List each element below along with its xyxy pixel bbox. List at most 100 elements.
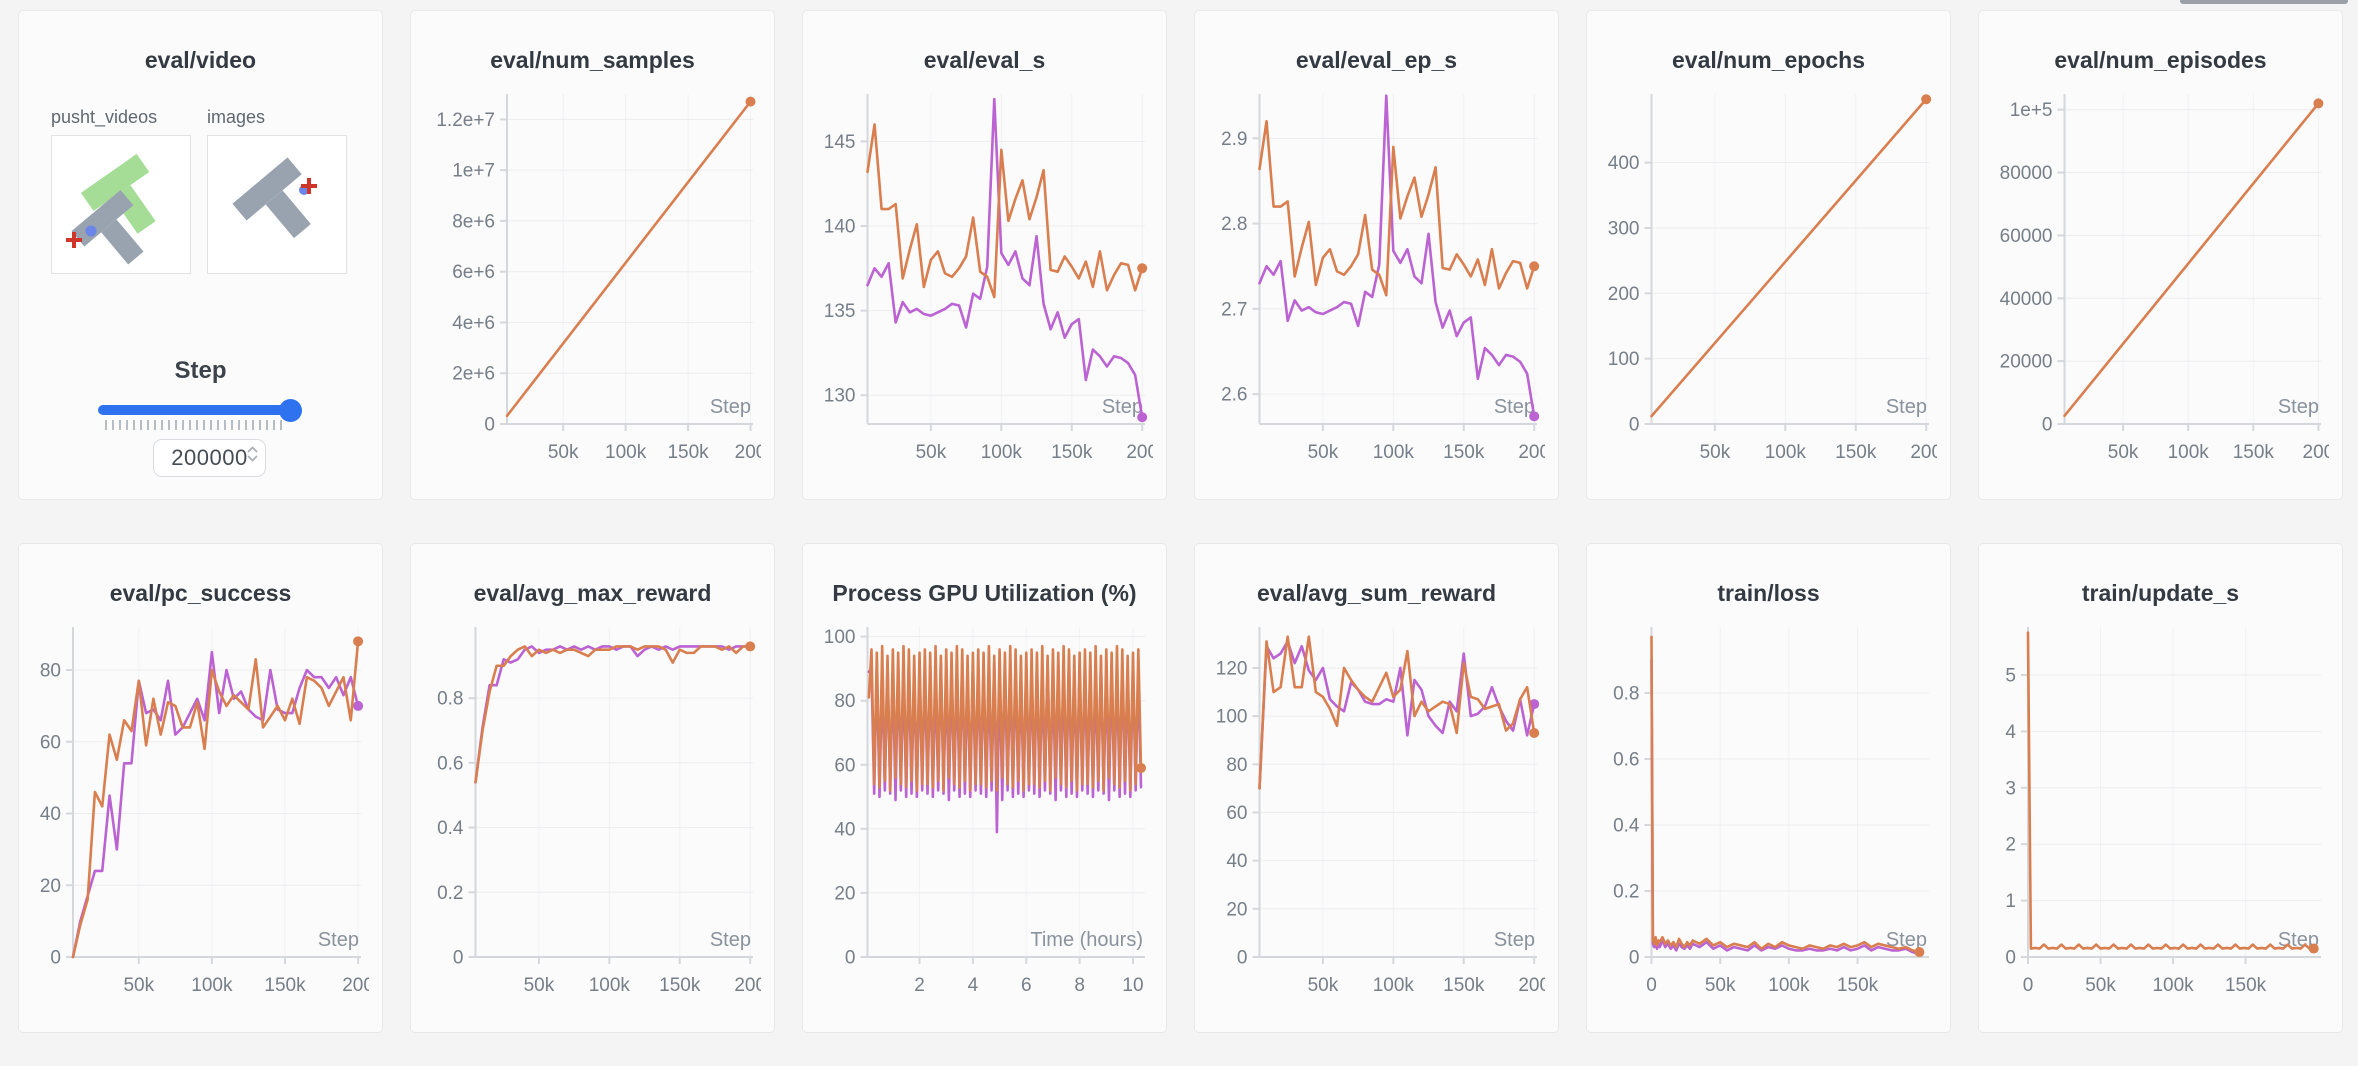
step-input[interactable]: 200000 xyxy=(153,439,266,477)
media-panel-title: eval/video xyxy=(144,47,257,73)
y-tick-label: 40000 xyxy=(2000,289,2053,310)
y-tick-label: 0 xyxy=(1237,948,1248,969)
pusht-videos-thumbnail[interactable] xyxy=(51,135,191,274)
y-tick-label: 0.8 xyxy=(437,689,463,710)
y-tick-label: 140 xyxy=(824,217,856,238)
chart-title: eval/eval_s xyxy=(923,47,1046,73)
horizontal-scrollbar-thumb[interactable] xyxy=(2180,0,2348,4)
x-tick-label: 100k xyxy=(1373,442,1415,463)
y-tick-label: 80 xyxy=(40,661,61,682)
series-line-orange xyxy=(866,123,1144,299)
images-thumbnail[interactable] xyxy=(207,135,347,274)
chart-eval-num-samples[interactable]: 0 2e+6 4e+6 6e+6 8e+6 1e+7 1.2e+7 50k 100k 150k 20… xyxy=(424,84,761,480)
y-tick-label: 6e+6 xyxy=(452,262,495,283)
y-tick-label: 1e+7 xyxy=(452,161,495,182)
series-end-dot-orange xyxy=(2308,943,2319,954)
x-tick-label: 50k xyxy=(548,442,579,463)
chart-process-gpu-utilization[interactable]: 0 20 40 60 80 100 2 4 6 8 10 Time (hours) xyxy=(816,617,1153,1013)
stepper-down-icon[interactable] xyxy=(247,455,258,462)
y-tick-label: 130 xyxy=(824,386,856,407)
target-cross-icon xyxy=(301,178,317,194)
panel-process-gpu-utilization[interactable]: Process GPU Utilization (%) 0 20 40 60 80 100 2… xyxy=(802,543,1167,1033)
chart-eval-num-episodes[interactable]: 0 20000 40000 60000 80000 1e+5 50k 100k 150k 200 S… xyxy=(1992,84,2329,480)
series-line-orange xyxy=(1650,635,1921,954)
panel-eval-eval-ep-s[interactable]: eval/eval_ep_s 2.6 2.7 2.8 2.9 50k 100k 150k 200… xyxy=(1194,10,1559,500)
step-slider-track[interactable] xyxy=(98,405,301,415)
panel-eval-avg-sum-reward[interactable]: eval/avg_sum_reward 0 20 40 60 80 100 120 50k 100… xyxy=(1194,543,1559,1033)
y-tick-label: 0 xyxy=(50,948,61,969)
step-input-value: 200000 xyxy=(171,445,248,470)
x-tick-label: 150k xyxy=(667,442,709,463)
series-end-dot-purple xyxy=(1137,412,1148,423)
chart-train-loss[interactable]: 0 0.2 0.4 0.6 0.8 0 50k 100k 150k Step xyxy=(1600,617,1937,1013)
chart-title: eval/eval_ep_s xyxy=(1295,47,1458,73)
y-tick-label: 0.2 xyxy=(1613,882,1639,903)
step-slider-handle[interactable] xyxy=(279,399,302,422)
chart-eval-eval-s[interactable]: 130 135 140 145 50k 100k 150k 200 Step xyxy=(816,84,1153,480)
y-tick-label: 0.4 xyxy=(437,818,464,839)
chart-title: eval/avg_sum_reward xyxy=(1256,580,1497,606)
pusht-scene-video xyxy=(66,153,156,265)
y-tick-label: 0.4 xyxy=(1613,816,1640,837)
y-tick-label: 80 xyxy=(1226,755,1247,776)
y-tick-label: 5 xyxy=(2005,665,2016,686)
chart-eval-eval-ep-s[interactable]: 2.6 2.7 2.8 2.9 50k 100k 150k 200 Step xyxy=(1208,84,1545,480)
series-line-orange xyxy=(1258,635,1536,790)
chart-title: train/loss xyxy=(1717,580,1820,606)
series-end-dot-orange xyxy=(1914,947,1925,958)
chart-eval-avg-max-reward[interactable]: 0 0.2 0.4 0.6 0.8 50k 100k 150k 200 Step xyxy=(424,617,761,1013)
x-tick-label: 150k xyxy=(659,975,701,996)
y-tick-label: 80 xyxy=(834,691,855,712)
x-tick-label: 150k xyxy=(2233,442,2275,463)
y-tick-label: 40 xyxy=(40,804,61,825)
x-tick-label: 200 xyxy=(1126,442,1153,463)
panel-eval-eval-s[interactable]: eval/eval_s 130 135 140 145 50k 100k 150k 200 Ste… xyxy=(802,10,1167,500)
series-end-dot-orange xyxy=(1529,727,1540,738)
y-tick-label: 400 xyxy=(1608,153,1640,174)
y-tick-label: 40 xyxy=(834,819,855,840)
series-end-dot-orange xyxy=(745,96,756,107)
chart-eval-pc-success[interactable]: 0 20 40 60 80 50k 100k 150k 200 Step xyxy=(32,617,369,1013)
x-tick-label: 0 xyxy=(1646,975,1657,996)
y-tick-label: 0 xyxy=(484,415,495,436)
series-end-dot-orange xyxy=(1137,263,1148,274)
x-axis-label: Step xyxy=(1886,396,1927,418)
series-end-dot-orange xyxy=(1529,261,1540,272)
panel-eval-num-epochs[interactable]: eval/num_epochs 0 100 200 300 400 50k 100k 150k 2… xyxy=(1586,10,1951,500)
panel-train-loss[interactable]: train/loss 0 0.2 0.4 0.6 0.8 0 50k 100k 150k Step xyxy=(1586,543,1951,1033)
y-tick-label: 60000 xyxy=(2000,226,2053,247)
y-tick-label: 0 xyxy=(2042,415,2053,436)
x-tick-label: 50k xyxy=(2085,975,2116,996)
y-tick-label: 60 xyxy=(1226,803,1247,824)
series-line-orange xyxy=(2026,631,2316,950)
step-slider-label: Step xyxy=(174,357,227,384)
x-tick-label: 50k xyxy=(524,975,555,996)
y-tick-label: 4e+6 xyxy=(452,313,495,334)
x-axis-label: Step xyxy=(710,396,751,418)
series-end-dot-purple xyxy=(1529,699,1540,710)
y-tick-label: 0 xyxy=(2005,948,2016,969)
y-tick-label: 200 xyxy=(1608,284,1640,305)
x-tick-label: 0 xyxy=(2023,975,2034,996)
y-tick-label: 300 xyxy=(1608,218,1640,239)
panel-eval-video[interactable]: eval/video pusht_videos images xyxy=(18,10,383,500)
series-line-orange xyxy=(474,645,752,784)
x-axis-label: Step xyxy=(1494,929,1535,951)
panel-eval-num-episodes[interactable]: eval/num_episodes 0 20000 40000 60000 80000 1e… xyxy=(1978,10,2343,500)
series-line-purple xyxy=(1258,640,1536,790)
chart-eval-avg-sum-reward[interactable]: 0 20 40 60 80 100 120 50k 100k 150k 200 Step xyxy=(1208,617,1545,1013)
target-cross-icon xyxy=(66,232,82,248)
panel-eval-num-samples[interactable]: eval/num_samples 0 2e+6 4e+6 6e+6 8e+6 1e+7 1.2… xyxy=(410,10,775,500)
x-axis-label: Step xyxy=(2278,396,2319,418)
media-caption-pusht-videos: pusht_videos xyxy=(51,107,158,127)
y-tick-label: 20 xyxy=(40,876,61,897)
panel-train-update-s[interactable]: train/update_s 0 1 2 3 4 5 0 50k 100k 150k Step xyxy=(1978,543,2343,1033)
y-tick-label: 135 xyxy=(824,301,856,322)
y-tick-label: 3 xyxy=(2005,778,2016,799)
stepper-up-icon[interactable] xyxy=(247,446,258,453)
chart-eval-num-epochs[interactable]: 0 100 200 300 400 50k 100k 150k 200 Step xyxy=(1600,84,1937,480)
x-tick-label: 150k xyxy=(1443,442,1485,463)
panel-eval-avg-max-reward[interactable]: eval/avg_max_reward 0 0.2 0.4 0.6 0.8 50k 100k 1… xyxy=(410,543,775,1033)
panel-eval-pc-success[interactable]: eval/pc_success 0 20 40 60 80 50k 100k 150k 200 St… xyxy=(18,543,383,1033)
